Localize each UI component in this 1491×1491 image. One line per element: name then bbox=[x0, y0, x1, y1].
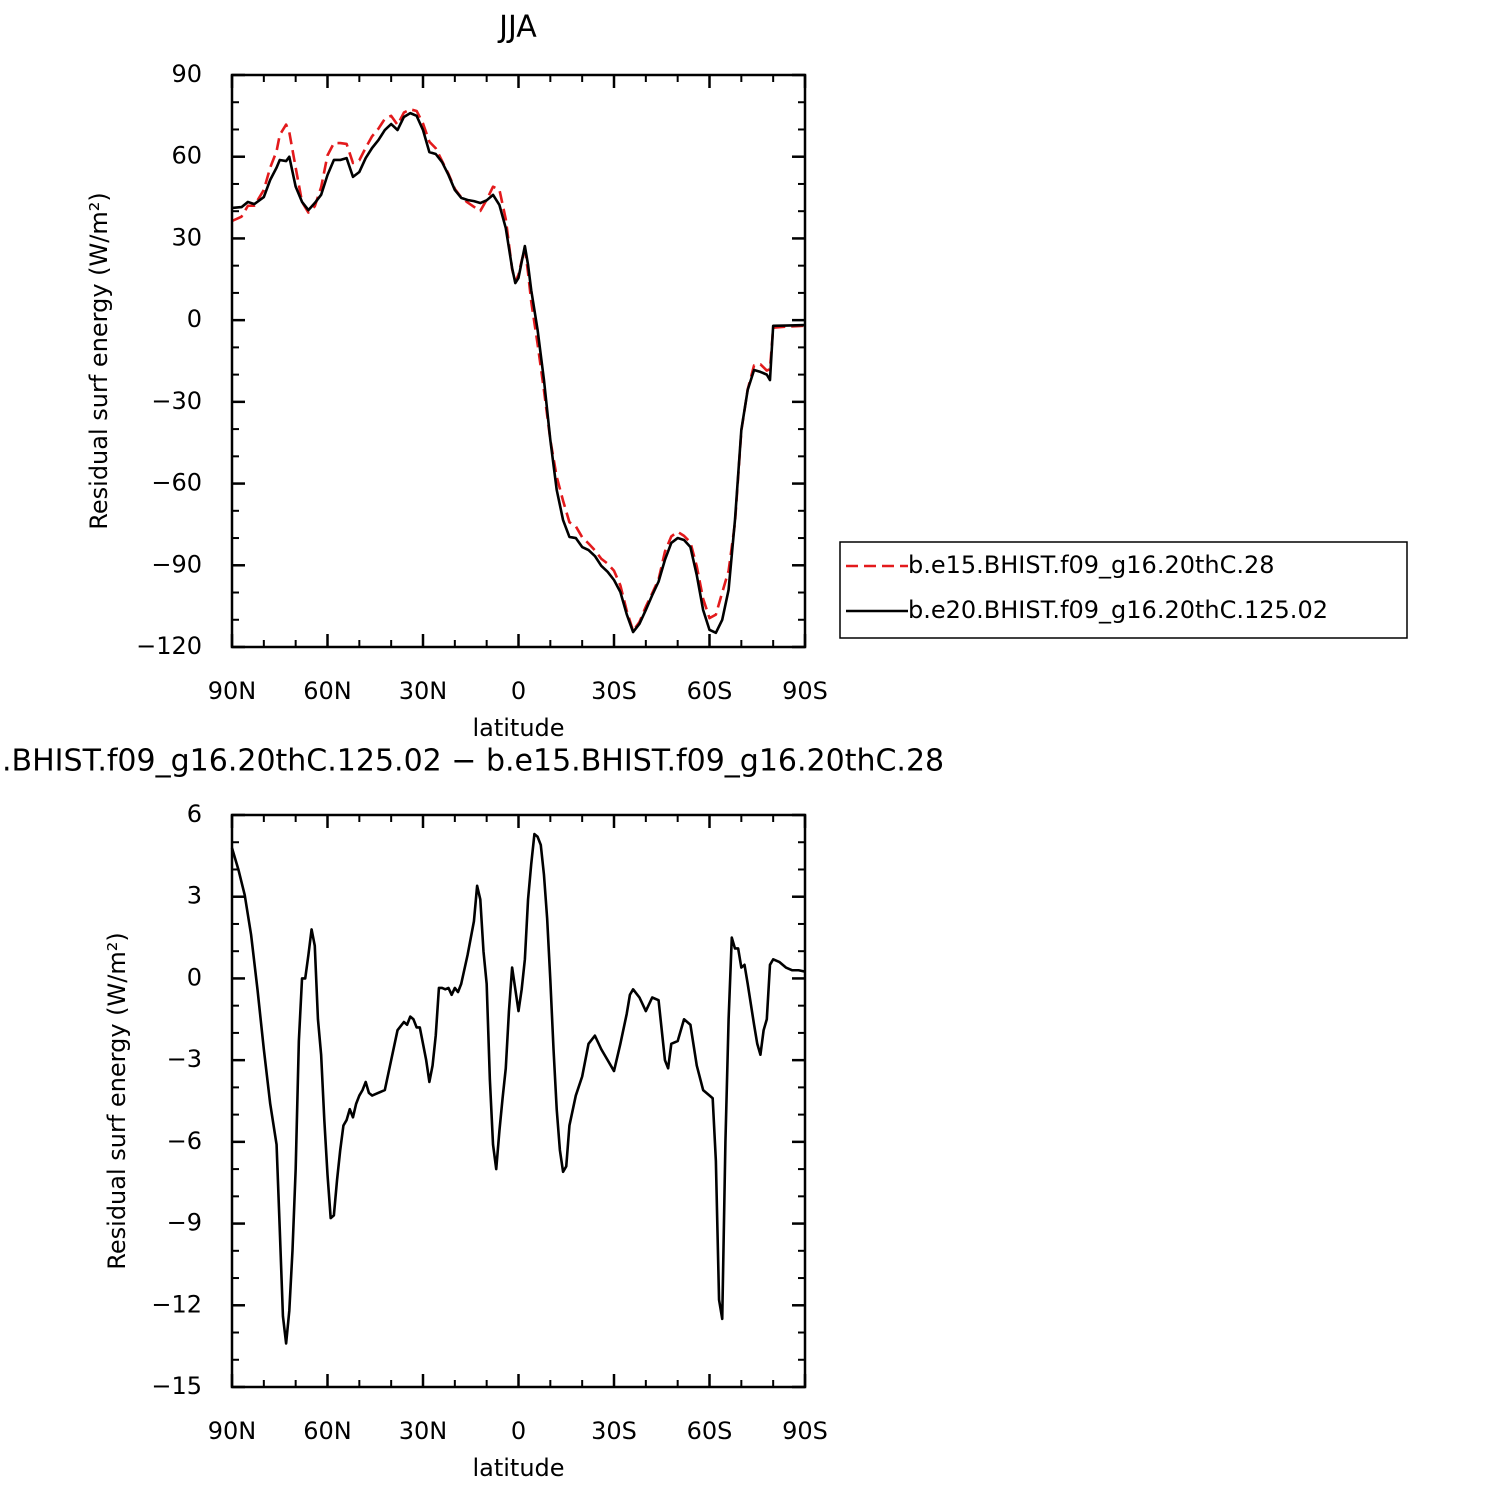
y-tick-label: −6 bbox=[167, 1127, 202, 1155]
x-tick-label: 30S bbox=[591, 677, 637, 705]
y-tick-label: −90 bbox=[151, 550, 202, 578]
x-tick-label: 30N bbox=[399, 677, 448, 705]
x-tick-label: 90N bbox=[208, 1417, 257, 1445]
data-line bbox=[231, 111, 806, 635]
y-tick-label: −3 bbox=[167, 1045, 202, 1073]
y-tick-label: 60 bbox=[171, 142, 202, 170]
y-tick-label: −60 bbox=[151, 469, 202, 497]
legend-box bbox=[839, 541, 1408, 639]
x-tick-label: 30S bbox=[591, 1417, 637, 1445]
chart-title: JJA bbox=[497, 10, 537, 45]
x-tick-label: 60N bbox=[303, 1417, 352, 1445]
x-tick-label: 90S bbox=[782, 1417, 828, 1445]
legend-label: b.e15.BHIST.f09_g16.20thC.28 bbox=[908, 551, 1275, 579]
y-tick-label: 0 bbox=[187, 305, 202, 333]
y-tick-label: 6 bbox=[187, 800, 202, 828]
data-line bbox=[230, 832, 806, 1345]
y-tick-label: −12 bbox=[151, 1290, 202, 1318]
legend-label: b.e20.BHIST.f09_g16.20thC.125.02 bbox=[908, 596, 1328, 624]
y-tick-label: 3 bbox=[187, 882, 202, 910]
y-tick-label: 0 bbox=[187, 963, 202, 991]
x-tick-label: 60S bbox=[687, 677, 733, 705]
y-axis-label: Residual surf energy (W/m²) bbox=[85, 192, 113, 529]
x-axis-label: latitude bbox=[472, 1454, 564, 1482]
plot-frame bbox=[230, 73, 807, 649]
x-tick-label: 0 bbox=[511, 1417, 526, 1445]
chart-title: .BHIST.f09_g16.20thC.125.02 − b.e15.BHIS… bbox=[2, 744, 944, 779]
x-tick-label: 60S bbox=[687, 1417, 733, 1445]
data-line bbox=[231, 108, 806, 633]
x-tick-label: 0 bbox=[511, 677, 526, 705]
y-tick-label: 90 bbox=[171, 60, 202, 88]
y-tick-label: −120 bbox=[136, 632, 202, 660]
y-tick-label: −15 bbox=[151, 1372, 202, 1400]
y-tick-label: 30 bbox=[171, 223, 202, 251]
x-axis-label: latitude bbox=[472, 714, 564, 742]
x-tick-label: 90S bbox=[782, 677, 828, 705]
y-tick-label: −30 bbox=[151, 387, 202, 415]
x-tick-label: 90N bbox=[208, 677, 257, 705]
x-tick-label: 30N bbox=[399, 1417, 448, 1445]
y-tick-label: −9 bbox=[167, 1209, 202, 1237]
x-tick-label: 60N bbox=[303, 677, 352, 705]
y-axis-label: Residual surf energy (W/m²) bbox=[103, 932, 131, 1269]
